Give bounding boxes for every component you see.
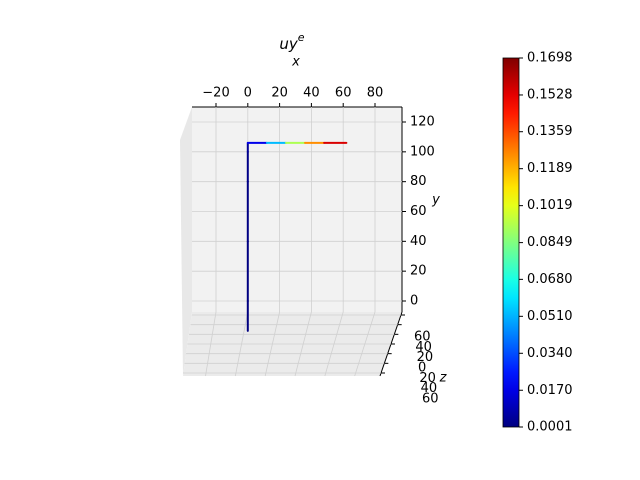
colorbar-tick-label: 0.0849 <box>527 235 573 250</box>
y-tick-label: 100 <box>410 144 435 159</box>
y-tick-label: 40 <box>410 234 427 249</box>
x-tick-label: 60 <box>335 86 352 101</box>
z-tick-label: 40 <box>415 340 432 355</box>
z-tick-label: 20 <box>417 350 434 365</box>
colorbar-tick-label: 0.0680 <box>527 272 573 287</box>
z-tick-label: 60 <box>414 330 431 345</box>
y-tick-label: 80 <box>410 174 427 189</box>
x-tick-label: 20 <box>271 86 288 101</box>
y-tick-label: 0 <box>410 294 418 309</box>
colorbar-tick-label: 0.1019 <box>527 198 573 213</box>
z-tick-label: 40 <box>421 381 438 396</box>
colorbar <box>502 57 520 428</box>
x-tick-label: 40 <box>303 86 320 101</box>
colorbar-tick-label: 0.0001 <box>527 420 573 435</box>
y-axis-label: y <box>431 193 440 208</box>
chart-title: uye <box>279 31 304 53</box>
y-tick-label: 120 <box>410 115 435 130</box>
y-tick-label: 60 <box>410 204 427 219</box>
z-tick-label: 60 <box>422 392 439 407</box>
side-pane <box>180 107 192 376</box>
colorbar-tick-label: 0.0170 <box>527 383 573 398</box>
z-axis-label: z <box>439 371 448 386</box>
colorbar-tick-label: 0.1189 <box>527 161 573 176</box>
x-axis-label: x <box>291 55 300 70</box>
x-tick-label: 0 <box>244 86 252 101</box>
colorbar-tick-label: 0.1698 <box>527 51 573 66</box>
z-tick-label: 0 <box>418 361 426 376</box>
colorbar-tick-label: 0.0340 <box>527 346 573 361</box>
x-tick-label: −20 <box>202 86 229 101</box>
colorbar-tick-label: 0.1528 <box>527 87 573 102</box>
back-pane <box>192 107 402 312</box>
colorbar-tick-label: 0.0510 <box>527 309 573 324</box>
colorbar-tick-label: 0.1359 <box>527 124 573 139</box>
z-tick-label: 20 <box>419 371 436 386</box>
y-tick-label: 20 <box>410 264 427 279</box>
x-tick-label: 80 <box>367 86 384 101</box>
